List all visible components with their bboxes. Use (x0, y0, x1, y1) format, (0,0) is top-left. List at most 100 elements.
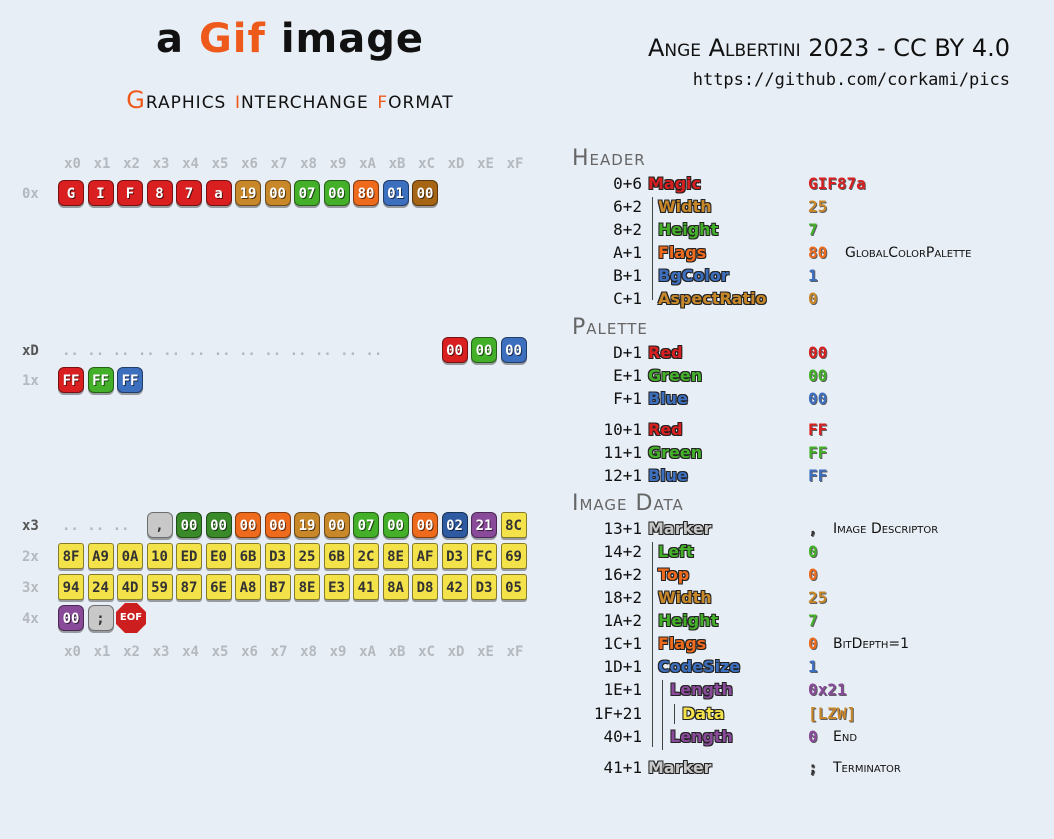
field-name: Marker (648, 519, 712, 538)
field-name: Blue (648, 466, 688, 485)
hex-byte: 00 (264, 180, 291, 206)
source-url[interactable]: https://github.com/corkami/pics (692, 70, 1010, 90)
hex-byte: 00 (441, 337, 468, 363)
hex-byte: 00 (412, 512, 438, 538)
row-label: x3 (22, 518, 39, 534)
column-label: x8 (300, 156, 317, 172)
field-name: Height (658, 220, 719, 239)
field-offset: E+1 (613, 366, 642, 385)
title-gif: Gif (198, 16, 266, 62)
hex-byte: I (87, 180, 114, 206)
hex-byte: 00 (382, 512, 409, 538)
column-label: x0 (64, 644, 81, 660)
field-value: 00 (808, 366, 828, 385)
hex-byte: 6E (205, 574, 232, 600)
column-label: xC (418, 644, 435, 660)
field-name: Red (648, 343, 683, 362)
tree-bracket (674, 704, 675, 724)
hex-byte: 42 (441, 574, 468, 600)
tree-bracket (652, 197, 653, 300)
section-heading: Image Data (572, 491, 684, 516)
hex-byte: A9 (87, 543, 114, 569)
hex-byte: ED (176, 543, 202, 569)
field-value: 1 (808, 657, 818, 676)
hex-byte: D3 (264, 543, 291, 569)
column-label: x4 (182, 644, 199, 660)
hex-byte: 8F (58, 543, 84, 569)
hex-byte: FC (471, 543, 497, 569)
hex-byte: ; (87, 605, 114, 631)
hex-byte: F (117, 180, 143, 206)
hex-byte: G (58, 180, 84, 206)
field-name: Data (682, 704, 725, 723)
hex-byte: 8E (294, 574, 320, 600)
author-credit: Ange Albertini 2023 - CC BY 4.0 (647, 34, 1010, 62)
title-image: image (280, 16, 424, 62)
field-offset: 1E+1 (603, 680, 642, 699)
hex-byte: AF (412, 543, 438, 569)
column-label: x5 (211, 156, 229, 172)
field-name: Magic (648, 174, 702, 193)
row-label: 3x (22, 580, 39, 596)
column-label: xB (388, 156, 406, 172)
field-offset: 1C+1 (603, 634, 642, 653)
row-label: 4x (22, 611, 39, 627)
hex-byte: 00 (500, 337, 527, 363)
section-heading: Header (572, 146, 646, 171)
field-name: Red (648, 420, 683, 439)
column-label: x0 (64, 156, 81, 172)
hex-byte: 6B (323, 543, 350, 569)
column-label: xD (447, 156, 465, 172)
hex-byte: 7 (176, 180, 202, 206)
field-value: 0 (808, 542, 818, 561)
field-offset: 13+1 (603, 519, 642, 538)
field-offset: 14+2 (603, 542, 642, 561)
hex-byte: a (205, 180, 232, 206)
column-label: x4 (182, 156, 199, 172)
field-value: FF (808, 420, 828, 439)
field-value: 7 (808, 611, 818, 630)
hex-byte: 41 (353, 574, 379, 600)
hex-byte: D3 (471, 574, 497, 600)
eof-stop-icon: EOF (116, 603, 146, 633)
column-label: xF (506, 156, 524, 172)
field-value: 0 (808, 289, 818, 308)
field-note: GlobalColorPalette (845, 245, 972, 261)
field-offset: 41+1 (603, 758, 642, 777)
hex-byte: 25 (294, 543, 320, 569)
hex-byte: 00 (412, 180, 438, 206)
field-value: GIF87a (808, 174, 866, 193)
subtitle-f: f (377, 86, 389, 114)
field-value: 7 (808, 220, 818, 239)
hex-byte: 19 (294, 512, 320, 538)
field-offset: 0+6 (613, 174, 642, 193)
hex-byte: 8A (382, 574, 409, 600)
tree-bracket (652, 542, 653, 747)
column-label: xE (477, 156, 494, 172)
field-note: BitDepth=1 (833, 636, 910, 652)
field-offset: 12+1 (603, 466, 642, 485)
field-value: 00 (808, 343, 828, 362)
hex-byte: 00 (205, 512, 232, 538)
field-value: 0 (808, 727, 818, 746)
field-name: Width (658, 197, 712, 216)
hex-byte: 2C (353, 543, 379, 569)
subtitle-ormat: ormat (388, 86, 454, 114)
field-offset: 10+1 (603, 420, 642, 439)
subtitle-raphics: raphics (145, 86, 235, 114)
field-offset: 18+2 (603, 588, 642, 607)
hex-byte: 8C (500, 512, 527, 538)
field-value: 1 (808, 266, 818, 285)
column-label: x7 (270, 156, 288, 172)
field-name: BgColor (658, 266, 729, 285)
field-note: Image Descriptor (833, 521, 939, 537)
field-offset: 1A+2 (603, 611, 642, 630)
row-label: 1x (22, 373, 39, 389)
field-value: 80 (808, 243, 828, 262)
hex-byte: B7 (264, 574, 291, 600)
column-label: x6 (241, 156, 258, 172)
column-label: x3 (152, 156, 170, 172)
column-label: xA (359, 644, 376, 660)
column-label: x9 (329, 644, 347, 660)
column-label: xD (447, 644, 465, 660)
